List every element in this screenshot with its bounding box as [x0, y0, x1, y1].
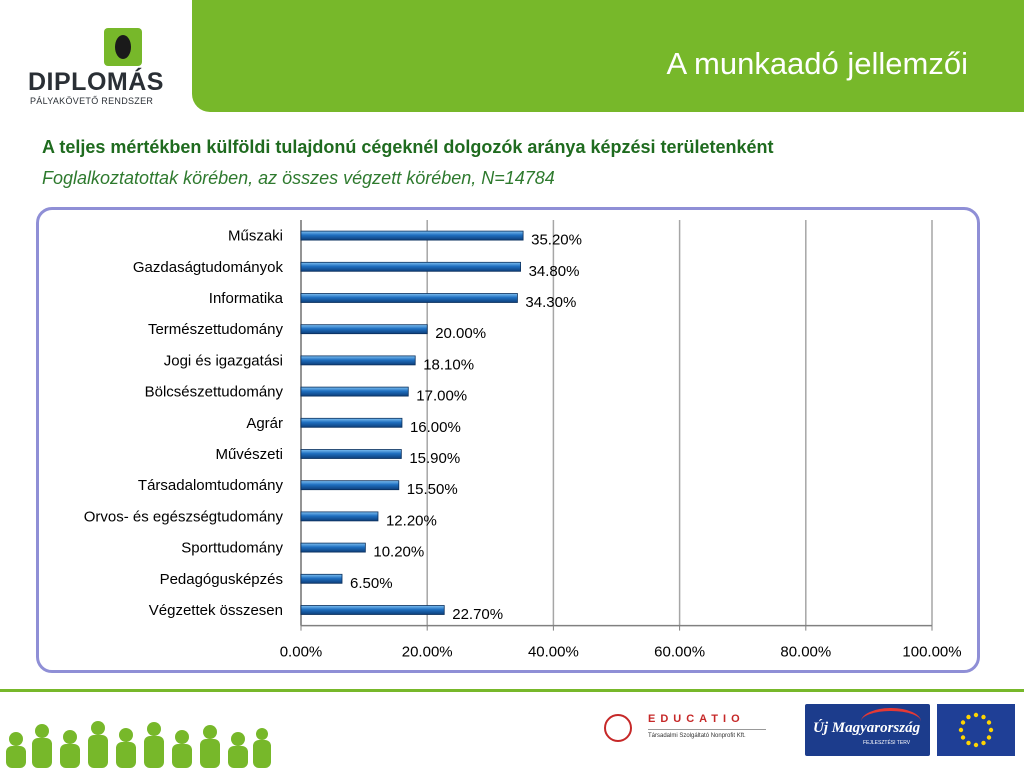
- category-label: Művészeti: [215, 446, 283, 463]
- category-label: Gazdaságtudományok: [133, 259, 284, 276]
- value-label: 35.20%: [531, 232, 582, 249]
- chart-frame: 0.00% 20.00% 40.00% 60.00% 80.00% 100.00% Műsz…: [36, 207, 980, 673]
- bar: [300, 511, 379, 522]
- diplomas-logo: DIPLOMÁS PÁLYAKÖVETŐ RENDSZER: [0, 0, 192, 112]
- category-label: Bölcsészettudomány: [145, 384, 284, 401]
- value-label: 20.00%: [435, 325, 486, 342]
- eu-star: [986, 720, 992, 725]
- chart-heading: A teljes mértékben külföldi tulajdonú cé…: [42, 137, 774, 157]
- bar: [300, 386, 409, 397]
- value-label: 6.50%: [350, 575, 393, 592]
- eu-star: [973, 712, 979, 718]
- category-label: Műszaki: [228, 228, 283, 245]
- eu-star: [981, 714, 986, 720]
- bar-chart: 0.00% 20.00% 40.00% 60.00% 80.00% 100.00% Műsz…: [84, 220, 962, 661]
- x-tick-label: 60.00%: [654, 644, 705, 661]
- educatio-name: EDUCATIO: [648, 713, 745, 725]
- bar: [300, 261, 521, 272]
- umft-subtitle: FEJLESZTÉSI TERV: [863, 740, 911, 746]
- category-label: Agrár: [246, 415, 283, 432]
- category-label: Végzettek összesen: [149, 602, 283, 619]
- bar: [300, 480, 400, 491]
- bar: [300, 449, 402, 459]
- value-label: 15.90%: [409, 450, 460, 467]
- value-label: 22.70%: [452, 606, 503, 623]
- bar: [300, 355, 416, 366]
- uj-magyarorszag-logo: Új Magyarország FEJLESZTÉSI TERV: [805, 704, 930, 756]
- value-label: 34.80%: [529, 263, 580, 280]
- logo-name: DIPLOMÁS: [28, 68, 164, 96]
- bar: [300, 573, 343, 584]
- people-silhouettes: [6, 721, 271, 768]
- educatio-mark-icon: [604, 714, 632, 742]
- bar: [300, 230, 524, 241]
- bar: [300, 542, 366, 553]
- eu-star: [973, 742, 979, 748]
- category-label: Sporttudomány: [181, 540, 283, 557]
- x-tick-label: 20.00%: [402, 644, 453, 661]
- x-tick-label: 40.00%: [528, 644, 579, 661]
- value-label: 16.00%: [410, 419, 461, 436]
- educatio-logo: EDUCATIO Társadalmi Szolgáltató Nonprofi…: [604, 712, 774, 746]
- eu-star: [981, 740, 986, 746]
- umft-name: Új Magyarország: [813, 720, 921, 736]
- educatio-subtitle: Társadalmi Szolgáltató Nonprofit Kft.: [648, 733, 746, 739]
- category-label: Társadalomtudomány: [138, 477, 284, 494]
- eu-star: [960, 735, 966, 740]
- rainbow-arc-icon: [861, 708, 921, 735]
- category-label: Pedagógusképzés: [160, 571, 283, 588]
- value-label: 10.20%: [373, 544, 424, 561]
- x-tick-label: 0.00%: [280, 644, 323, 661]
- category-label: Informatika: [209, 290, 284, 307]
- eu-star: [986, 735, 992, 740]
- category-label: Természettudomány: [148, 321, 284, 338]
- header-bar: A munkaadó jellemzői: [192, 0, 1024, 112]
- value-label: 34.30%: [525, 294, 576, 311]
- x-tick-label: 80.00%: [780, 644, 831, 661]
- x-tick-label: 100.00%: [902, 644, 961, 661]
- bar: [300, 293, 518, 303]
- value-label: 18.10%: [423, 356, 474, 373]
- value-label: 15.50%: [407, 481, 458, 498]
- value-label: 12.20%: [386, 512, 437, 529]
- chart-subheading: Foglalkoztatottak körében, az összes vég…: [42, 168, 555, 188]
- logo-subtitle: PÁLYAKÖVETŐ RENDSZER: [30, 96, 154, 106]
- eu-star: [958, 727, 964, 733]
- eu-star: [960, 720, 966, 725]
- eu-star: [966, 714, 971, 720]
- bar: [300, 417, 403, 428]
- eu-star: [966, 740, 971, 746]
- bar: [300, 605, 445, 615]
- value-label: 17.00%: [416, 388, 467, 405]
- category-label: Orvos- és egészségtudomány: [84, 508, 284, 525]
- eu-star: [988, 727, 994, 733]
- slide-title: A munkaadó jellemzői: [666, 46, 968, 81]
- category-label: Jogi és igazgatási: [164, 352, 283, 369]
- eu-flag-icon: [937, 704, 1015, 756]
- logo-mark-icon: [104, 28, 142, 66]
- footer-line: [0, 689, 1024, 692]
- bar: [300, 324, 428, 335]
